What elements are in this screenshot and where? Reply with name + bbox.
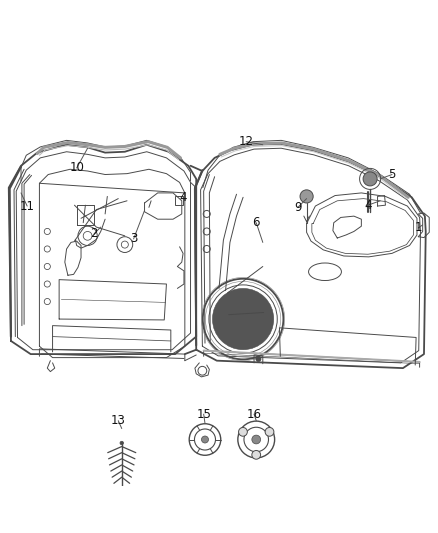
Bar (115, 490, 128, 494)
Text: 12: 12 (239, 135, 254, 148)
Text: 4: 4 (364, 199, 372, 212)
Text: 5: 5 (389, 168, 396, 181)
Text: 6: 6 (252, 216, 260, 229)
Circle shape (265, 427, 274, 436)
Circle shape (363, 172, 377, 186)
Circle shape (252, 450, 261, 459)
Circle shape (252, 435, 261, 444)
Text: 3: 3 (130, 232, 137, 245)
Text: 1: 1 (414, 221, 422, 235)
Text: 2: 2 (90, 227, 98, 240)
Text: 15: 15 (196, 408, 211, 421)
Circle shape (212, 288, 274, 350)
Circle shape (300, 190, 313, 203)
Bar (175, 196, 183, 205)
Circle shape (120, 441, 124, 445)
Circle shape (239, 427, 247, 436)
Text: 4: 4 (179, 191, 187, 204)
Text: 13: 13 (111, 414, 126, 427)
Text: 10: 10 (69, 161, 84, 174)
Circle shape (256, 356, 261, 361)
Circle shape (201, 436, 208, 443)
Text: 16: 16 (247, 408, 261, 421)
Text: 11: 11 (20, 199, 35, 213)
Text: 9: 9 (294, 201, 302, 214)
